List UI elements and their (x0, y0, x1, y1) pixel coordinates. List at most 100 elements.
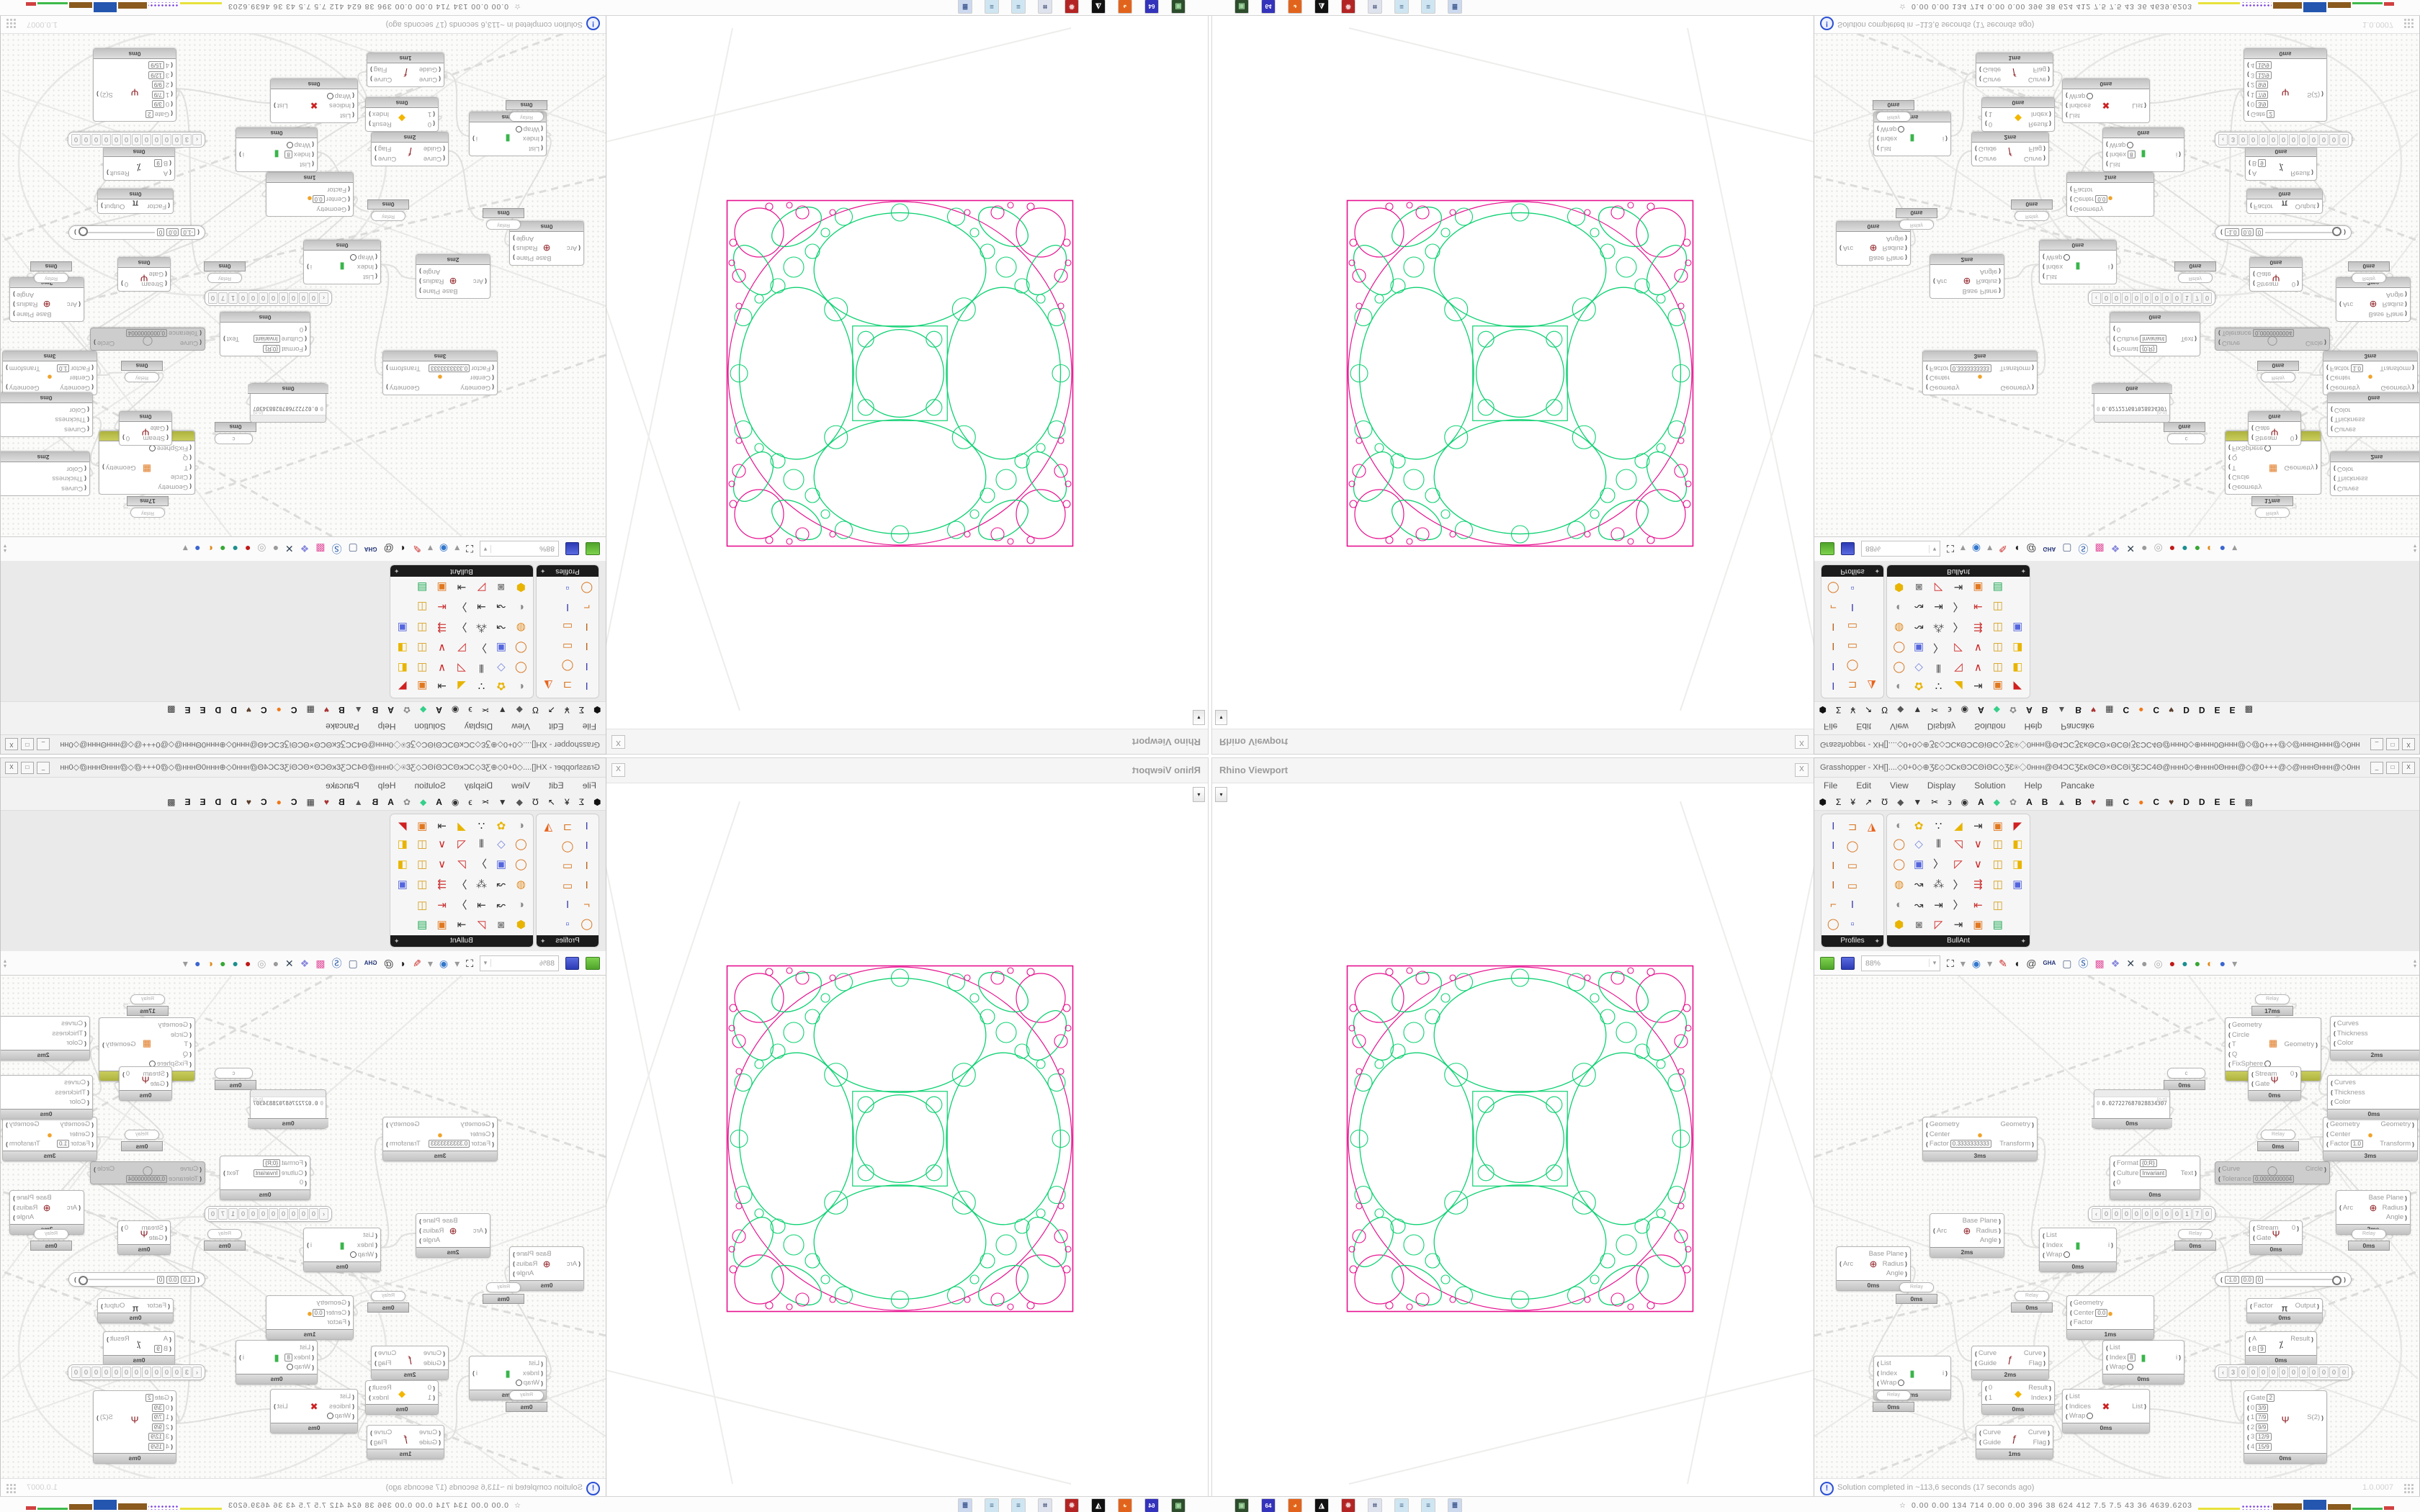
input-jack[interactable]: ( (1877, 1369, 1879, 1377)
input-jack[interactable]: ( (87, 415, 89, 423)
gha-loader-icon[interactable]: GHA (364, 959, 377, 966)
input-jack[interactable]: ( (1926, 1140, 1928, 1148)
value-box[interactable]: 9 (154, 159, 162, 168)
input-jack[interactable]: ( (2066, 1392, 2068, 1400)
palette-component-icon[interactable]: ↝ (496, 899, 506, 912)
gh-node-dispatch[interactable]: (0 Result)(1 Index) ◆ 0ms (365, 1380, 439, 1415)
input-jack[interactable]: ( (189, 1031, 192, 1039)
palette-panel-header[interactable]: BullAnt ✦ (1887, 565, 2030, 577)
lightbulb-icon[interactable]: ❖ (2110, 543, 2120, 555)
output-jack[interactable]: ) (6, 364, 8, 372)
relay-capsule[interactable]: Relay (371, 1291, 405, 1301)
palette-component-icon[interactable]: ▣ (496, 642, 506, 654)
component-tab-7[interactable]: ✂ (481, 705, 489, 715)
output-jack[interactable]: ) (2405, 1213, 2407, 1221)
open-file-icon[interactable] (586, 542, 600, 556)
component-tab-7[interactable]: ✂ (1931, 797, 1939, 807)
palette-component-icon[interactable]: ⇥ (1934, 600, 1943, 613)
gh-node-delete-index[interactable]: (List(Indices List)(Wrap ✖ 0ms (2062, 78, 2150, 123)
palette-component-icon[interactable]: ⇥ (1973, 680, 1983, 693)
palette-component-icon[interactable]: ⬢ (1894, 919, 1904, 932)
digit-cell[interactable]: ‹ (2218, 1367, 2228, 1378)
gh-node-relay-17[interactable]: Relay 17ms (2251, 994, 2293, 1016)
output-jack[interactable]: ) (97, 1413, 99, 1421)
grasshopper-titlebar[interactable]: Grasshopper - XH[]....◇0+0◇⊕ƷƐ◇ϽϹκΘϽϹΘìΘ… (1, 758, 606, 778)
publish-icon[interactable]: @ (383, 543, 394, 555)
gh-node-preview-2[interactable]: (Curves(Thickness(Color 0ms (2327, 392, 2419, 437)
maximize-icon[interactable]: □ (21, 762, 34, 774)
palette-component-icon[interactable]: ⇥ (477, 600, 486, 613)
input-jack[interactable]: ( (348, 1309, 350, 1317)
input-jack[interactable]: ( (439, 1428, 441, 1436)
firefox-icon[interactable]: ◕ (1118, 1498, 1132, 1512)
sketch-pen-icon[interactable]: ✎ (413, 957, 421, 969)
output-jack[interactable]: ) (102, 1040, 104, 1048)
menu-item-help[interactable]: Help (2024, 721, 2043, 732)
input-jack[interactable]: ( (485, 1227, 487, 1235)
component-tab-5[interactable]: ◆ (1897, 797, 1904, 807)
palette-component-icon[interactable]: ▭ (562, 639, 573, 652)
input-jack[interactable]: ( (312, 150, 314, 158)
palette-component-icon[interactable]: ∨ (1973, 642, 1982, 654)
gh-node-relay-a[interactable]: Relay 0ms (121, 361, 163, 382)
palette-component-icon[interactable]: ▫ (1850, 917, 1855, 930)
palette-component-icon[interactable]: ⇥ (437, 819, 447, 832)
toggle-circle[interactable] (326, 1413, 333, 1420)
gh-node-preview-1[interactable]: (Curves(Thickness(Color 2ms (2330, 1016, 2419, 1061)
input-jack[interactable]: ( (2113, 335, 2115, 343)
component-tab-12[interactable]: ✿ (403, 705, 411, 715)
gha-loader-icon[interactable]: GHA (2043, 546, 2056, 553)
palette-component-icon[interactable]: ✿ (496, 680, 506, 693)
gh-node-stream-gate-1[interactable]: (Stream 0)(Gate Ψ 0ms (119, 1066, 172, 1101)
sketch-pen-icon[interactable]: ✎ (1999, 957, 2007, 969)
input-jack[interactable]: ( (375, 1241, 377, 1249)
component-tab-12[interactable]: ✿ (403, 797, 411, 807)
output-jack[interactable]: ) (2195, 1169, 2197, 1177)
gh-node-c-param[interactable]: c 0ms (2164, 1068, 2205, 1090)
gh-node-preview-2[interactable]: (Curves(Thickness(Color 0ms (1, 1075, 93, 1120)
node-canvas[interactable]: Relay 17ms(Geometry(Circle(T Geometry)(Q(F… (1, 976, 606, 1478)
input-jack[interactable]: ( (197, 1276, 200, 1283)
relay-capsule[interactable]: Relay (2255, 994, 2290, 1004)
input-jack[interactable]: ( (84, 1039, 86, 1047)
component-tab-25[interactable]: E (200, 705, 206, 715)
component-tab-9[interactable]: ◉ (1960, 797, 1969, 807)
component-tab-5[interactable]: ◆ (516, 705, 523, 715)
output-jack[interactable]: ) (2179, 150, 2181, 158)
component-tab-25[interactable]: E (2214, 705, 2220, 715)
output-jack[interactable]: ) (513, 254, 515, 262)
output-jack[interactable]: ) (2144, 102, 2146, 109)
input-jack[interactable]: ( (2331, 426, 2333, 433)
input-jack[interactable]: ( (1979, 76, 1981, 84)
value-box[interactable]: Invariant (2140, 1169, 2167, 1177)
component-tab-17[interactable]: ♥ (2091, 705, 2097, 715)
component-tab-13[interactable]: A (387, 705, 394, 715)
gh-node-list-item-3[interactable]: (List(Index 8 i)(Wrap ▮ 0ms (236, 1340, 318, 1385)
component-tab-1[interactable]: Σ (578, 705, 585, 715)
gh-node-preview-1[interactable]: (Curves(Thickness(Color 2ms (1, 451, 90, 496)
component-tab-23[interactable]: D (230, 705, 237, 715)
close-icon[interactable]: X (5, 738, 18, 750)
palette-component-icon[interactable]: ◐ (1896, 680, 1903, 693)
open-file-icon[interactable] (586, 956, 600, 970)
palette-expander-icon[interactable]: ✦ (2020, 567, 2026, 575)
digit-cell[interactable]: 0 (81, 134, 91, 145)
input-jack[interactable]: ( (2247, 110, 2249, 118)
output-jack[interactable]: ) (2324, 1165, 2326, 1173)
input-jack[interactable]: ( (2070, 186, 2072, 194)
component-tab-13[interactable]: A (2026, 705, 2033, 715)
value-box[interactable]: 15/9 (2256, 1442, 2272, 1451)
calculator-icon[interactable]: ⌗ (1038, 1498, 1052, 1512)
value-box[interactable]: 12/9 (2256, 1433, 2272, 1441)
gh-node-relay-f[interactable]: Relay 0ms (1873, 1390, 1914, 1412)
input-jack[interactable]: ( (352, 1412, 354, 1420)
input-jack[interactable]: ( (2228, 1050, 2231, 1058)
palette-component-icon[interactable]: ◫ (417, 661, 428, 674)
digit-cell[interactable]: 0 (142, 1367, 151, 1378)
scroll-doc-icon[interactable]: ≣ (958, 0, 972, 14)
camera-icon[interactable]: ◖ (2013, 543, 2020, 555)
slider-min[interactable]: -1.0 (2224, 228, 2239, 237)
blob-blue-icon[interactable]: ● (2219, 957, 2226, 969)
input-jack[interactable]: ( (171, 81, 173, 89)
digit-cell[interactable]: 0 (142, 134, 151, 145)
